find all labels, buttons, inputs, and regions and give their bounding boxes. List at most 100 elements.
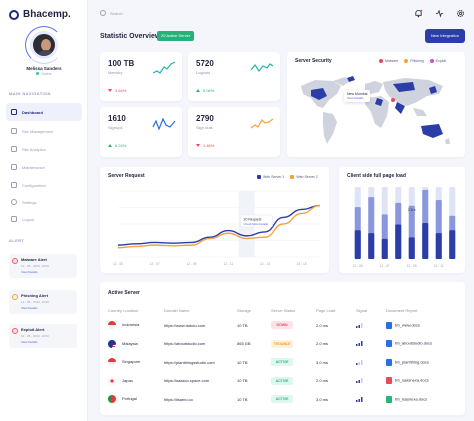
- exploit-alert-icon: [12, 328, 18, 334]
- malaysia-flag-icon: [108, 339, 116, 348]
- stat-card-signups[interactable]: 1610 Signups 6.24%: [100, 107, 182, 157]
- stat-value: 1610: [108, 114, 126, 123]
- avatar[interactable]: [30, 31, 58, 59]
- sidebar-item-site-management[interactable]: Site Management: [6, 122, 82, 140]
- series-line-2: [117, 204, 321, 249]
- alert-link[interactable]: View Details: [21, 340, 38, 344]
- server-request-card: Server Request Web Server 1 Web Server 2…: [100, 167, 329, 273]
- stat-change: 1.46%: [196, 143, 214, 148]
- status-badge: ACTIVE: [271, 395, 293, 404]
- stat-card-logouts[interactable]: 5720 Logouts 5.06%: [188, 52, 280, 101]
- doc-cell[interactable]: trb_plantthing.docs: [386, 353, 454, 372]
- storage-cell: 10 TB: [237, 322, 248, 328]
- sidebar-item-settings[interactable]: Settings: [6, 193, 82, 211]
- sidebar-item-site-analytics[interactable]: Site Analytics: [6, 140, 82, 158]
- table-row[interactable]: Portugal https://lisamo.co 10 TB ACTIVE …: [108, 390, 454, 409]
- alert-title-text: Exploit Alert: [21, 327, 45, 332]
- column-header[interactable]: Domain Name: [164, 307, 190, 313]
- search-bar[interactable]: Search: [100, 10, 123, 16]
- doc-cell[interactable]: trb_saasnexa.docs: [386, 372, 454, 391]
- sidebar-item-dashboard[interactable]: Dashboard: [6, 103, 82, 121]
- country-cell: Singapore: [108, 353, 164, 372]
- domain-link[interactable]: https://lisamo.co: [164, 396, 193, 402]
- alert-card-exploit[interactable]: Exploit Alert 12 - 05 - 2020, 10:00 View…: [9, 324, 77, 348]
- load-cell: 2.0 ms: [316, 322, 329, 328]
- stat-label: Memory: [108, 70, 123, 75]
- stat-change: 6.24%: [108, 143, 126, 148]
- bell-icon[interactable]: [414, 9, 423, 18]
- tooltip-link: Check More Details: [244, 222, 269, 226]
- sparkline: [250, 63, 274, 73]
- domain-link[interactable]: https://saasco.space.com: [164, 378, 210, 384]
- table-row[interactable]: Malaysia https://aboutstudio.com 865 GB …: [108, 335, 454, 354]
- alert-card-phishing[interactable]: Phishing Alert 12 - 05 - 2020, 10:00 Vie…: [9, 290, 77, 314]
- sparkline: [152, 117, 176, 131]
- activity-icon[interactable]: [435, 9, 444, 18]
- bar-low: [422, 223, 429, 259]
- signal-cell: [356, 372, 386, 391]
- online-dot-icon: [36, 72, 40, 75]
- column-header[interactable]: Country Location: [108, 307, 139, 313]
- table-header-row: Country Location Domain Name Storage Ser…: [108, 304, 454, 316]
- alert-link[interactable]: View Details: [21, 270, 38, 274]
- brand[interactable]: Bhacemp.: [9, 9, 71, 20]
- page-load-chart[interactable]: 12 - 05 12 - 07 12 - 09 12 - 11 2.6 s: [339, 167, 465, 273]
- x-tick-label: 12 - 09: [186, 262, 196, 266]
- gear-icon: [11, 199, 17, 205]
- domain-link[interactable]: https://www.dututu.com: [164, 322, 206, 328]
- table-row[interactable]: Indonesia https://www.dututu.com 10 TB D…: [108, 316, 454, 335]
- alert-date: 12 - 05 - 2020, 10:00: [21, 334, 49, 338]
- domain-link[interactable]: https://aboutstudio.com: [164, 341, 206, 347]
- server-request-chart[interactable]: 12 - 05 12 - 07 12 - 09 12 - 11 12 - 13 12 - …: [100, 167, 329, 273]
- column-header[interactable]: Document Report: [386, 307, 418, 313]
- column-header[interactable]: Page Load: [316, 307, 336, 313]
- card-title: Active Server: [108, 290, 140, 296]
- column-header[interactable]: Server Status: [271, 307, 296, 313]
- user-status: Online: [0, 72, 88, 76]
- stat-card-sign-outs[interactable]: 2790 Sign outs 1.46%: [188, 107, 280, 157]
- bar-low: [435, 233, 442, 259]
- folder-icon: [11, 128, 17, 134]
- status-cell: ACTIVE: [271, 390, 316, 409]
- doc-cell[interactable]: trb_aboutstudio.docs: [386, 335, 454, 354]
- active-server-card: Active Server Country Location Domain Na…: [100, 282, 465, 415]
- doc-cell[interactable]: trb_lsasnexa.docs: [386, 390, 454, 409]
- x-tick-label: 12 - 11: [434, 264, 444, 268]
- stat-card-memory[interactable]: 100 TB Memory 3.64%: [100, 52, 182, 101]
- japan-flag-icon: [108, 376, 116, 385]
- alert-title-text: Malware Alert: [21, 257, 47, 262]
- status-cell: ACTIVE: [271, 353, 316, 372]
- tooltip-link[interactable]: View Details: [347, 96, 364, 100]
- alert-title: ALERT: [9, 238, 25, 243]
- storage-cell: 865 GB: [237, 341, 251, 347]
- brand-name: Bhacemp.: [23, 9, 71, 20]
- document-icon: [386, 377, 392, 385]
- grid-icon: [11, 109, 17, 115]
- doc-cell[interactable]: trb_www.docs: [386, 316, 454, 335]
- sidebar-item-configuration[interactable]: Configuration: [6, 176, 82, 194]
- world-map[interactable]: [293, 72, 459, 152]
- domain-link[interactable]: https://plantthingsstudio.com: [164, 359, 215, 365]
- malware-alert-icon: [12, 258, 18, 264]
- gear-icon[interactable]: [456, 9, 465, 18]
- table-row[interactable]: Japan https://saasco.space.com 10 TB ACT…: [108, 372, 454, 391]
- column-header[interactable]: Storage: [237, 307, 252, 313]
- x-tick-label: 12 - 07: [380, 264, 390, 268]
- signal-icon: [356, 378, 363, 384]
- new-integration-button[interactable]: New Integration: [425, 29, 465, 43]
- signal-cell: [356, 390, 386, 409]
- x-tick-label: 12 - 09: [407, 264, 417, 268]
- stat-label: Signups: [108, 125, 123, 130]
- alert-card-malware[interactable]: Malware Alert 12 - 05 - 2020, 10:00 View…: [9, 254, 77, 278]
- sidebar-item-logout[interactable]: Logout: [6, 210, 82, 228]
- page-title: Statistic Overview: [100, 33, 161, 40]
- sidebar-item-maintenance[interactable]: Maintenance: [6, 158, 82, 176]
- column-header[interactable]: Signal: [356, 307, 368, 313]
- arrow-down-icon: [196, 144, 200, 147]
- search-input[interactable]: Search: [110, 10, 123, 16]
- x-tick-label: 12 - 05: [113, 262, 123, 266]
- alert-link[interactable]: View Details: [21, 306, 38, 310]
- user-name: Melissa Sanders: [26, 66, 62, 71]
- legend-exploit: Exploit: [429, 59, 446, 64]
- table-row[interactable]: Singapore https://plantthingsstudio.com …: [108, 353, 454, 372]
